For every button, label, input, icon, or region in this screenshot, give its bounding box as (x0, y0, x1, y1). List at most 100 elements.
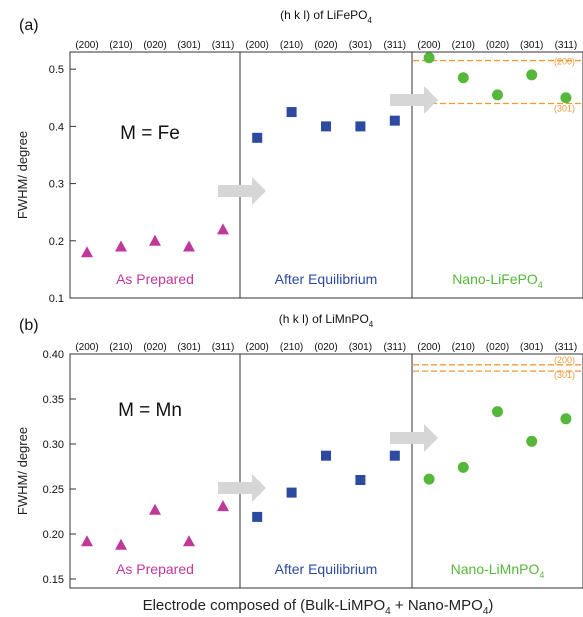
hkl-label: (020) (143, 40, 166, 51)
hkl-label: (311) (555, 40, 578, 51)
panel-title: (h k l) of LiMnPO4 (279, 312, 374, 329)
hkl-label: (020) (143, 342, 166, 353)
transition-arrow (218, 177, 266, 205)
hkl-label: (200) (246, 342, 269, 353)
series-label-sub: 4 (539, 570, 544, 580)
x-title-sub2: 4 (483, 606, 489, 617)
hkl-label: (301) (349, 342, 372, 353)
hkl-label: (301) (177, 40, 200, 51)
panel-title-main: (h k l) of LiMnPO (279, 312, 369, 326)
data-point-circle (423, 52, 435, 64)
y-tick-label: 0.15 (43, 574, 64, 586)
hkl-label: (020) (486, 40, 509, 51)
subpanel-frame (239, 51, 413, 299)
data-point-triangle (217, 223, 229, 235)
x-title-part2: + Nano-MPO (391, 597, 483, 614)
hkl-label: (210) (452, 40, 475, 51)
hkl-label: (210) (109, 40, 132, 51)
panel-title-main: (h k l) of LiFePO (280, 8, 367, 22)
data-point-circle (560, 92, 572, 104)
panel-label: (b) (19, 317, 39, 334)
data-point-triangle (115, 538, 127, 550)
data-point-circle (492, 406, 503, 418)
series-label-sub: 4 (538, 280, 543, 290)
panel-title-sub: 4 (367, 16, 372, 25)
panel-title: (h k l) of LiFePO4 (280, 8, 372, 25)
y-tick-label: 0.30 (43, 439, 64, 451)
metal-annotation: M = Fe (120, 123, 180, 144)
y-tick-label: 0.25 (43, 484, 64, 496)
hkl-label: (311) (212, 342, 235, 353)
subpanel-frame (411, 51, 583, 299)
hkl-label: (020) (314, 40, 337, 51)
hkl-label: (301) (177, 342, 200, 353)
data-point-circle (457, 72, 469, 84)
data-point-circle (457, 461, 469, 473)
series-label: As Prepared (116, 271, 194, 287)
data-point-circle (492, 89, 503, 101)
data-point-circle (526, 69, 538, 81)
data-point-square (321, 121, 331, 132)
hkl-label: (311) (212, 40, 235, 51)
data-point-triangle (149, 503, 161, 515)
series-label-main: Nano-LiMnPO (451, 561, 540, 577)
hkl-label: (020) (486, 342, 509, 353)
subpanel-frame (69, 51, 241, 299)
x-title-part1: Electrode composed of (Bulk-LiMPO (143, 597, 386, 614)
figure-x-axis-title: Electrode composed of (Bulk-LiMPO4 + Nan… (143, 597, 494, 617)
y-tick-label: 0.4 (49, 121, 64, 133)
y-tick-label: 0.40 (43, 349, 64, 361)
transition-arrow (218, 474, 266, 502)
series-label: Nano-LiMnPO4 (451, 561, 545, 580)
data-point-triangle (115, 240, 127, 252)
hkl-label: (311) (383, 40, 406, 51)
metal-annotation: M = Mn (118, 400, 182, 421)
hkl-label: (210) (280, 342, 303, 353)
hkl-label: (200) (417, 40, 440, 51)
panel-label: (a) (19, 17, 39, 34)
series-label: After Equilibrium (275, 271, 378, 287)
series-label-main: After Equilibrium (275, 561, 378, 577)
panel-title-sub: 4 (369, 320, 374, 329)
subpanel-frame (411, 353, 583, 589)
series-label-main: As Prepared (116, 561, 194, 577)
data-point-square (252, 132, 263, 143)
hkl-label: (210) (109, 342, 132, 353)
transition-arrow (390, 424, 438, 452)
data-point-triangle (183, 240, 195, 252)
reference-line-label: (301) (554, 370, 575, 380)
hkl-label: (301) (349, 40, 372, 51)
hkl-label: (200) (75, 342, 98, 353)
hkl-label: (210) (280, 40, 303, 51)
reference-line-label: (200) (554, 355, 575, 365)
hkl-label: (200) (75, 40, 98, 51)
data-point-square (389, 450, 400, 461)
data-point-square (389, 115, 400, 126)
y-axis-label: FWHM/ degree (15, 131, 30, 219)
data-point-triangle (217, 500, 229, 512)
series-label: Nano-LiFePO4 (452, 271, 543, 290)
data-point-square (286, 487, 297, 498)
hkl-label: (311) (383, 342, 406, 353)
y-tick-label: 0.20 (43, 529, 64, 541)
data-point-triangle (81, 246, 93, 258)
reference-line-label: (200) (554, 57, 575, 67)
x-title-sub1: 4 (385, 606, 391, 617)
reference-line-label: (301) (554, 103, 575, 113)
hkl-label: (301) (520, 342, 543, 353)
y-tick-label: 0.3 (49, 179, 64, 191)
series-label: After Equilibrium (275, 561, 378, 577)
data-point-triangle (81, 535, 93, 547)
hkl-label: (020) (314, 342, 337, 353)
subpanel-frame (69, 353, 241, 589)
hkl-label: (301) (520, 40, 543, 51)
y-tick-label: 0.1 (49, 293, 64, 305)
series-label: As Prepared (116, 561, 194, 577)
subpanel-frame (239, 353, 413, 589)
series-label-main: After Equilibrium (275, 271, 378, 287)
y-tick-label: 0.2 (49, 236, 64, 248)
data-point-square (286, 107, 297, 118)
panels-layer: (a)(h k l) of LiFePO4(200)(301)0.10.20.3… (15, 8, 583, 589)
data-point-circle (526, 435, 538, 447)
